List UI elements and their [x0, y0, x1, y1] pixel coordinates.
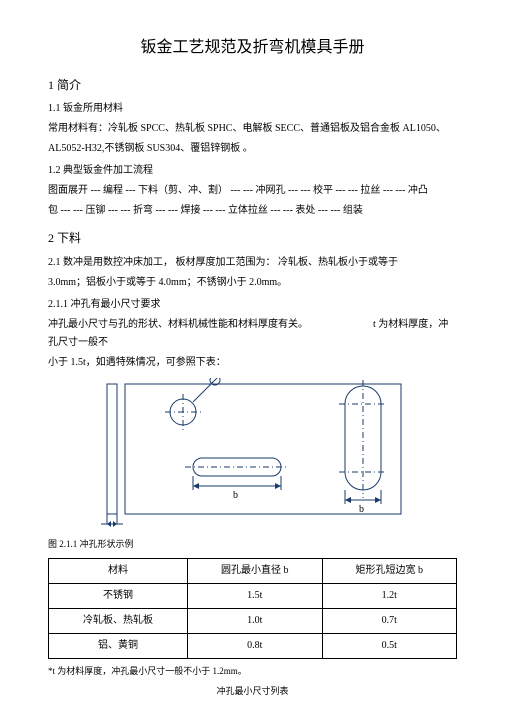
page-title: 钣金工艺规范及折弯机模具手册 [48, 34, 457, 63]
cell: 0.5t [322, 634, 456, 659]
section-1: 1 简介 [48, 75, 457, 97]
cell: 1.2t [322, 584, 456, 609]
svg-text:b: b [359, 504, 364, 515]
table-row: 铝、黄铜 0.8t 0.5t [49, 634, 457, 659]
text-2-1-1-a: 冲孔最小尺寸与孔的形状、材料机械性能和材料厚度有关。 t 为材料厚度，冲孔尺寸一… [48, 316, 457, 352]
cell: 1.5t [188, 584, 322, 609]
text-1-2-a: 图面展开 --- 编程 --- 下料（剪、冲、割） --- --- 冲网孔 --… [48, 182, 457, 200]
svg-text:b: b [233, 490, 238, 501]
text-2-1-1-a-left: 冲孔最小尺寸与孔的形状、材料机械性能和材料厚度有关。 [48, 319, 308, 330]
th-rect: 矩形孔短边宽 b [322, 559, 456, 584]
table-note: *t 为材料厚度，冲孔最小尺寸一般不小于 1.2mm。 [48, 663, 457, 679]
min-punch-table: 材料 圆孔最小直径 b 矩形孔短边宽 b 不锈钢 1.5t 1.2t 冷轧板、热… [48, 558, 457, 659]
section-1-1: 1.1 钣金所用材料 [48, 100, 457, 118]
figure-2-1-1: t b b [93, 378, 413, 530]
cell: 铝、黄铜 [49, 634, 188, 659]
svg-text:t: t [108, 528, 111, 530]
text-1-1-b: AL5052-H32,不锈钢板 SUS304、覆铝锌钢板 。 [48, 140, 457, 158]
section-2-1-1: 2.1.1 冲孔有最小尺寸要求 [48, 296, 457, 314]
text-1-2-b: 包 --- --- 压铆 --- --- 折弯 --- --- 焊接 --- -… [48, 202, 457, 220]
table-caption: 冲孔最小尺寸列表 [48, 683, 457, 699]
text-2-1-1-b: 小于 1.5t，如遇特殊情况，可参照下表： [48, 354, 457, 372]
cell: 0.8t [188, 634, 322, 659]
cell: 不锈钢 [49, 584, 188, 609]
figure-caption: 图 2.1.1 冲孔形状示例 [48, 536, 457, 552]
text-2-1-a: 3.0mm；铝板小于或等于 4.0mm；不锈钢小于 2.0mm。 [48, 274, 457, 292]
section-2-1: 2.1 数冲是用数控冲床加工， 板材厚度加工范围为： 冷轧板、热轧板小于或等于 [48, 254, 457, 272]
cell: 冷轧板、热轧板 [49, 609, 188, 634]
th-round: 圆孔最小直径 b [188, 559, 322, 584]
text-1-1-a: 常用材料有：冷轧板 SPCC、热轧板 SPHC、电解板 SECC、普通铝板及铝合… [48, 120, 457, 138]
th-material: 材料 [49, 559, 188, 584]
section-1-2: 1.2 典型钣金件加工流程 [48, 162, 457, 180]
section-2: 2 下料 [48, 228, 457, 250]
table-row: 冷轧板、热轧板 1.0t 0.7t [49, 609, 457, 634]
cell: 1.0t [188, 609, 322, 634]
table-row: 不锈钢 1.5t 1.2t [49, 584, 457, 609]
cell: 0.7t [322, 609, 456, 634]
